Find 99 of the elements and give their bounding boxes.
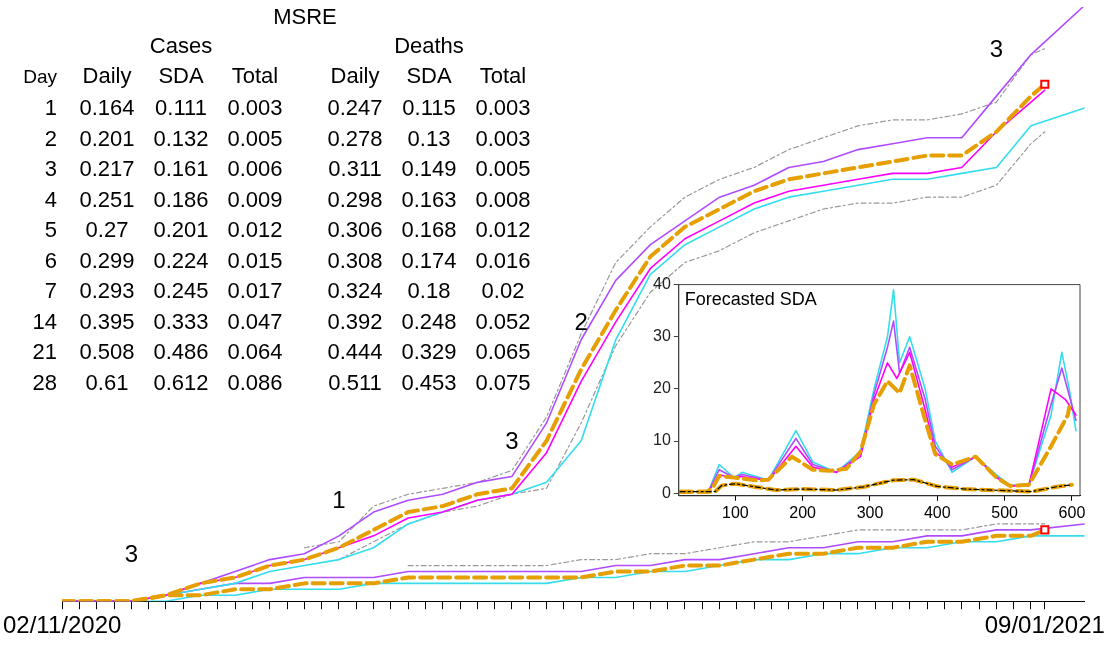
x-tick-label: 02/11/2020 (3, 611, 122, 639)
x-tick-label: 100 (721, 503, 749, 521)
y-axis-title: Day (23, 66, 58, 88)
data-label: 0.511 (328, 369, 382, 395)
x-tick-label: 200 (789, 503, 817, 521)
annotation: 3 (989, 34, 1004, 62)
annotation: 2 (574, 308, 588, 336)
data-label: 0.005 (227, 125, 283, 151)
data-label: 0.251 (79, 186, 135, 212)
data-label: 0.13 (407, 125, 451, 151)
data-label: 0.086 (227, 369, 283, 395)
y-tick-label: 28 (32, 369, 57, 395)
x-tick-label: 400 (923, 503, 951, 521)
y-tick-label: 20 (653, 379, 671, 397)
y-tick-label: 10 (653, 431, 671, 449)
data-label: 0.149 (401, 156, 457, 182)
data-label: 0.005 (475, 156, 531, 182)
data-label: 0.324 (327, 278, 383, 304)
annotation: 1 (332, 486, 346, 514)
y-tick-label: 6 (44, 247, 57, 273)
data-label: 0.047 (227, 308, 283, 334)
y-tick-label: 14 (32, 308, 57, 334)
data-label: 0.186 (153, 186, 209, 212)
x-tick-label: Total (231, 63, 279, 89)
data-label: 0.003 (475, 125, 531, 151)
data-label: 0.299 (79, 247, 135, 273)
data-label: 0.111 (155, 95, 207, 121)
data-label: 0.392 (327, 308, 383, 334)
data-label: 0.61 (85, 369, 129, 395)
data-label: 0.012 (227, 217, 283, 243)
data-label: 0.015 (227, 247, 283, 273)
data-label: 0.248 (401, 308, 457, 334)
y-tick-label: 0 (661, 483, 671, 501)
annotation: 3 (505, 426, 519, 454)
data-label: 0.278 (327, 125, 383, 151)
y-tick-label: 40 (653, 275, 671, 293)
data-label: 0.224 (153, 247, 209, 273)
data-label: 0.201 (79, 125, 135, 151)
annotation: Cases (149, 33, 213, 59)
x-tick-label: SDA (158, 63, 204, 89)
data-label: 0.006 (227, 156, 283, 182)
x-tick-label: 09/01/2021 (984, 611, 1105, 639)
data-label: 0.311 (328, 156, 382, 182)
data-label: 0.075 (475, 369, 531, 395)
data-label: 0.003 (227, 95, 283, 121)
data-label: 0.02 (481, 278, 525, 304)
x-tick-label: 600 (1058, 503, 1086, 521)
data-label: 0.245 (153, 278, 209, 304)
data-label: 0.064 (227, 339, 283, 365)
y-tick-label: 5 (44, 217, 57, 243)
data-label: 0.164 (79, 95, 135, 121)
x-tick-label: Daily (330, 63, 380, 89)
data-label: 0.298 (327, 186, 383, 212)
data-label: 0.444 (327, 339, 383, 365)
x-tick-label: SDA (406, 63, 452, 89)
data-label: 0.18 (407, 278, 451, 304)
y-tick-label: 1 (44, 95, 57, 121)
y-tick-label: 7 (44, 278, 57, 304)
data-label: 0.306 (327, 217, 383, 243)
y-tick-label: 2 (44, 125, 57, 151)
data-label: 0.201 (153, 217, 209, 243)
x-tick-label: Total (479, 63, 527, 89)
data-label: 0.163 (401, 186, 457, 212)
data-label: 0.017 (227, 278, 283, 304)
data-label: 0.003 (475, 95, 531, 121)
data-label: 0.217 (79, 156, 135, 182)
data-label: 0.612 (153, 369, 209, 395)
data-label: 0.115 (402, 95, 456, 121)
data-label: 0.308 (327, 247, 383, 273)
data-label: 0.132 (153, 125, 209, 151)
x-tick-label: Daily (82, 63, 132, 89)
y-tick-label: 30 (653, 327, 671, 345)
data-label: 0.453 (401, 369, 457, 395)
data-label: 0.009 (227, 186, 283, 212)
data-label: 0.27 (85, 217, 129, 243)
data-label: 0.161 (153, 156, 209, 182)
chart-title: MSRE (273, 4, 337, 30)
chart-title: Forecasted SDA (684, 288, 817, 309)
data-label: 0.333 (153, 308, 209, 334)
y-tick-label: 4 (44, 186, 57, 212)
data-label: 0.016 (475, 247, 531, 273)
data-label: 0.052 (475, 308, 531, 334)
data-label: 0.168 (401, 217, 457, 243)
data-label: 0.012 (475, 217, 531, 243)
x-tick-label: 500 (991, 503, 1019, 521)
data-label: 0.329 (401, 339, 457, 365)
data-label: 0.508 (79, 339, 135, 365)
data-label: 0.293 (79, 278, 135, 304)
data-label: 0.395 (79, 308, 135, 334)
y-tick-label: 3 (44, 156, 57, 182)
data-label: 0.065 (475, 339, 531, 365)
data-label: 0.008 (475, 186, 531, 212)
y-tick-label: 21 (32, 339, 57, 365)
annotation: Deaths (394, 33, 464, 59)
x-tick-label: 300 (856, 503, 884, 521)
data-label: 0.174 (401, 247, 457, 273)
annotation: 3 (124, 539, 139, 567)
data-label: 0.247 (327, 95, 383, 121)
data-label: 0.486 (153, 339, 209, 365)
